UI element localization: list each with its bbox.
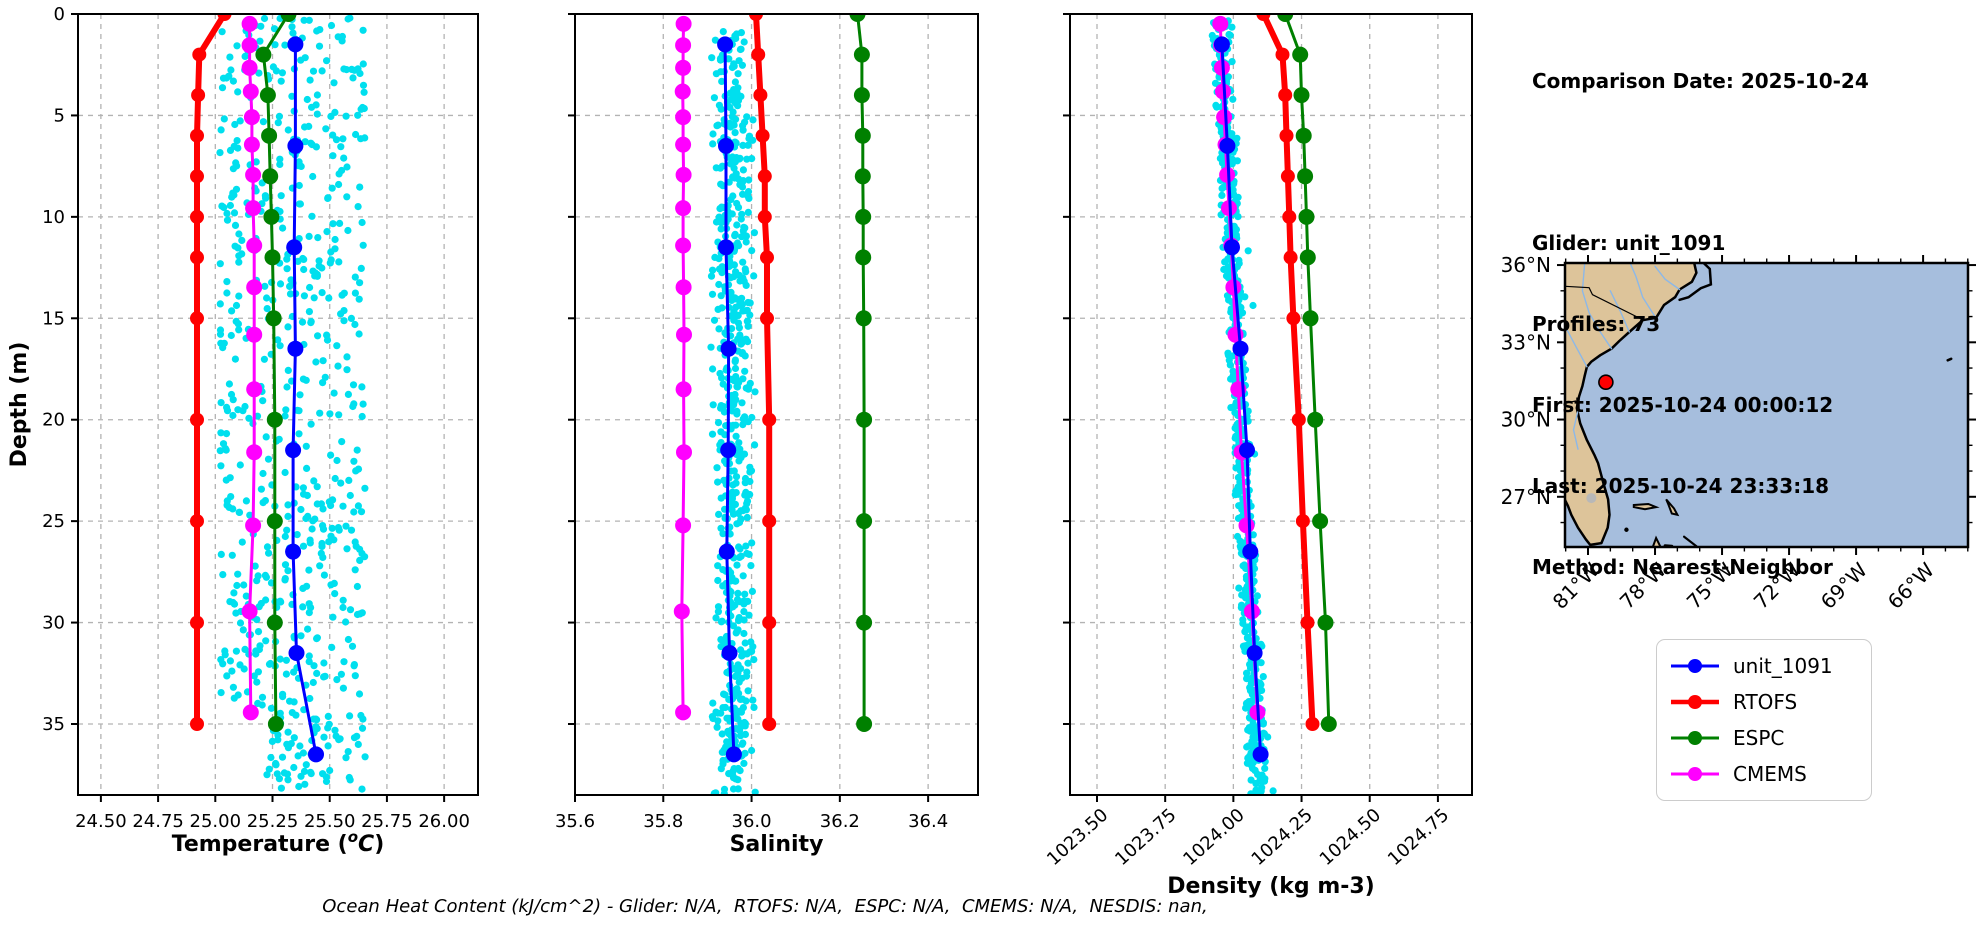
temperature-series-ESPC [255, 14, 297, 732]
temperature-plot: 24.50 24.75 25.00 25.25 25.50 25.75 26.00 0 5 10 1… [42, 4, 479, 857]
legend: unit_1091 RTOFS ESPC CMEMS [1656, 639, 1872, 801]
glider-raw-density [1208, 16, 1277, 795]
map-lat-label: 33°N [1501, 330, 1551, 354]
glider-raw-salinity [707, 28, 759, 795]
salinity-series-unit_1091 [717, 36, 742, 763]
map-island-bimini [1624, 527, 1629, 532]
density-xtick-label: 1024.50 [1316, 805, 1385, 870]
map-river [1629, 263, 1657, 319]
temperature-xtick-label: 24.75 [132, 811, 184, 832]
density-xtick-label: 1023.50 [1043, 805, 1112, 870]
info-profiles: Profiles: 73 [1532, 312, 1661, 336]
temperature-xtick-label: 25.50 [304, 811, 356, 832]
legend-item-ESPC: ESPC [1669, 720, 1859, 756]
density-xtick-label: 1023.75 [1111, 805, 1180, 870]
temperature-series-CMEMS [241, 15, 263, 721]
map-river [1572, 409, 1579, 450]
info-last: Last: 2025-10-24 23:33:18 [1532, 474, 1830, 498]
depth-tick-label: 5 [54, 105, 65, 126]
salinity-xtick-label: 36.2 [820, 811, 860, 832]
salinity-xtick-label: 36.4 [908, 811, 948, 832]
temperature-ticks: 24.50 24.75 25.00 25.25 25.50 25.75 26.00 0 5 10 1… [42, 4, 470, 832]
legend-label: RTOFS [1733, 690, 1798, 714]
temperature-series-RTOFS [190, 14, 232, 731]
density-xtick-label: 1024.00 [1179, 805, 1248, 870]
temperature-xtick-label: 25.00 [190, 811, 242, 832]
legend-label: ESPC [1733, 726, 1785, 750]
map-lat-label: 30°N [1501, 408, 1551, 432]
footer-note: Ocean Heat Content (kJ/cm^2) - Glider: N… [322, 896, 1208, 917]
legend-item-unit_1091: unit_1091 [1669, 648, 1859, 684]
map-state-border [1565, 285, 1644, 321]
map-outer-banks [1678, 263, 1713, 302]
info-method: Method: Nearest-Neighbor [1532, 555, 1833, 579]
map-island-abaco [1665, 498, 1680, 517]
legend-line-sample-icon [1671, 695, 1719, 709]
temperature-grid [78, 14, 478, 795]
salinity-xlabel: Salinity [730, 832, 824, 857]
legend-line-sample-icon [1671, 767, 1719, 781]
legend-label: unit_1091 [1733, 654, 1833, 678]
depth-tick-label: 10 [42, 207, 65, 228]
salinity-grid [574, 14, 978, 795]
temperature-xtick-label: 25.75 [361, 811, 413, 832]
depth-tick-label: 15 [42, 308, 65, 329]
map-island-andros [1651, 535, 1662, 547]
legend-item-CMEMS: CMEMS [1669, 756, 1859, 792]
map-island-bermuda [1946, 357, 1953, 362]
legend-line-sample-icon [1671, 731, 1719, 745]
map-lat-label: 36°N [1501, 253, 1551, 277]
map-land [1565, 263, 1698, 547]
comparison-date: Comparison Date: 2025-10-24 [1532, 69, 1869, 93]
map-lon-label: 66°W [1883, 558, 1939, 614]
depth-tick-label: 30 [42, 613, 65, 634]
map-lat-label: 27°N [1501, 485, 1551, 509]
map-island-grand-bahama [1632, 502, 1660, 511]
depth-tick-label: 25 [42, 511, 65, 532]
density-plot: 1023.501023.751024.001024.251024.501024.… [1043, 13, 1473, 899]
glider-position-marker [1598, 374, 1614, 391]
density-series-unit_1091 [1213, 36, 1269, 763]
salinity-plot: 35.6 35.8 36.0 36.2 36.4 Salinity [555, 13, 979, 857]
glider-raw-temperature [216, 14, 369, 793]
map-river [1654, 265, 1681, 291]
temperature-xlabel: Temperature (oC) [172, 828, 385, 857]
map-river [1566, 328, 1588, 368]
depth-tick-label: 20 [42, 410, 65, 431]
density-xlabel: Density (kg m-3) [1167, 874, 1375, 899]
map-river [1609, 290, 1630, 333]
map-island-eleuthera [1683, 535, 1698, 547]
map-lake [1586, 493, 1597, 504]
legend-label: CMEMS [1733, 762, 1807, 786]
salinity-series-CMEMS [673, 15, 692, 721]
salinity-ticks: 35.6 35.8 36.0 36.2 36.4 [555, 13, 948, 832]
salinity-xtick-label: 35.6 [555, 811, 595, 832]
salinity-xtick-label: 35.8 [643, 811, 683, 832]
density-xtick-label: 1024.25 [1248, 805, 1317, 870]
ylabel: Depth (m) [7, 342, 32, 468]
temperature-series-unit_1091 [285, 36, 324, 763]
legend-item-RTOFS: RTOFS [1669, 684, 1859, 720]
temperature-xtick-label: 24.50 [75, 811, 127, 832]
density-grid [1070, 14, 1472, 795]
info-glider: Glider: unit_1091 [1532, 231, 1726, 255]
density-series-RTOFS [1256, 14, 1320, 731]
density-xtick-label: 1024.75 [1384, 805, 1453, 870]
salinity-xtick-label: 36.0 [732, 811, 772, 832]
salinity-series-RTOFS [749, 14, 777, 731]
temperature-xtick-label: 26.00 [418, 811, 470, 832]
depth-tick-label: 35 [42, 714, 65, 735]
salinity-series-ESPC [849, 14, 873, 732]
depth-tick-label: 0 [54, 4, 65, 25]
map-river [1581, 263, 1613, 350]
density-series-ESPC [1277, 14, 1337, 732]
temperature-xtick-label: 25.25 [247, 811, 299, 832]
info-spacer [1532, 149, 1869, 176]
info-panel: Comparison Date: 2025-10-24 Glider: unit… [1532, 14, 1869, 635]
legend-line-sample-icon [1671, 659, 1719, 673]
info-first: First: 2025-10-24 00:00:12 [1532, 393, 1834, 417]
